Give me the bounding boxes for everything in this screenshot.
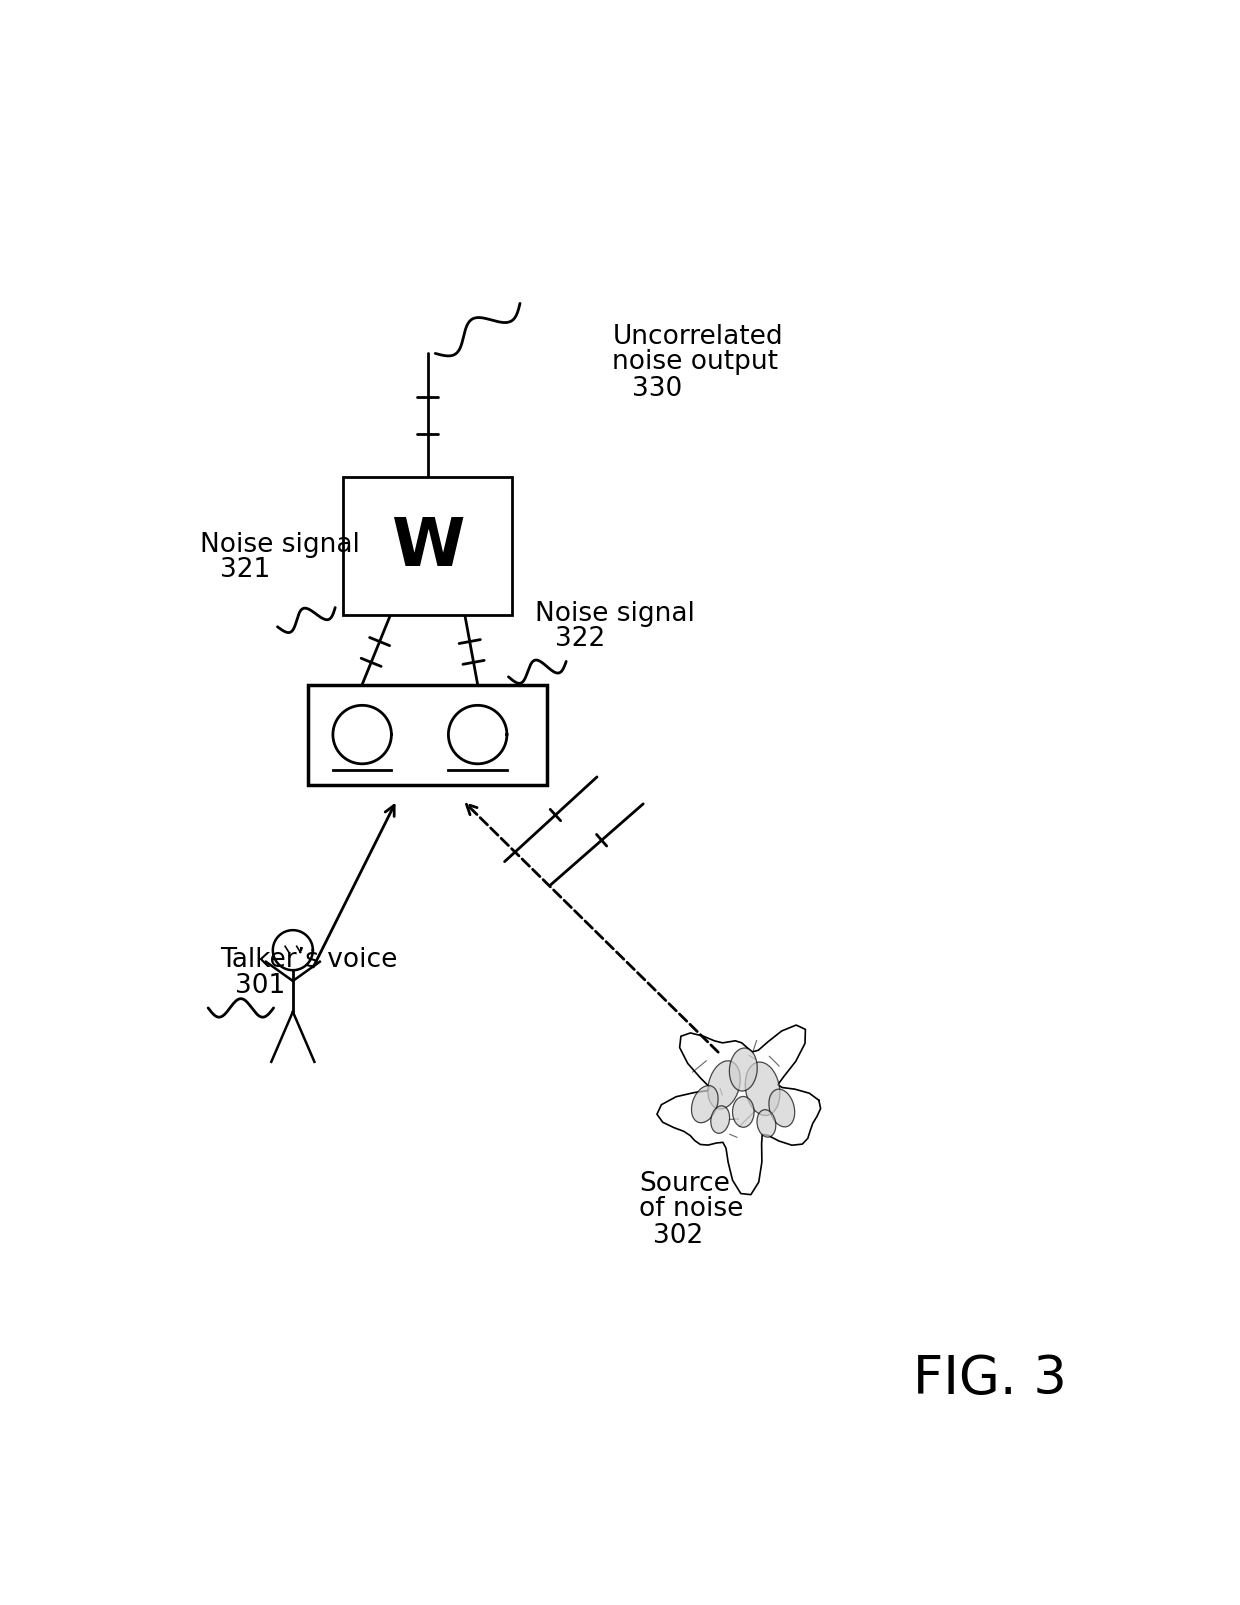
Text: 330: 330: [631, 376, 682, 401]
Ellipse shape: [756, 1111, 776, 1138]
Text: 302: 302: [653, 1223, 703, 1249]
Text: 321: 321: [219, 557, 270, 583]
Text: of noise: of noise: [640, 1196, 744, 1221]
Text: Noise signal: Noise signal: [201, 531, 361, 557]
Ellipse shape: [692, 1087, 718, 1124]
Text: FIG. 3: FIG. 3: [913, 1351, 1066, 1404]
Text: 322: 322: [554, 626, 605, 652]
Ellipse shape: [733, 1096, 754, 1128]
Text: Noise signal: Noise signal: [536, 600, 696, 626]
Ellipse shape: [708, 1061, 740, 1109]
Text: noise output: noise output: [613, 348, 779, 376]
Ellipse shape: [711, 1106, 729, 1133]
Ellipse shape: [745, 1063, 780, 1115]
Text: W: W: [391, 514, 464, 579]
Bar: [343, 477, 512, 616]
Text: Talker’s voice: Talker’s voice: [219, 947, 397, 973]
Text: Uncorrelated: Uncorrelated: [613, 324, 782, 350]
Bar: [309, 685, 547, 785]
Ellipse shape: [769, 1090, 795, 1127]
Text: Source: Source: [640, 1170, 730, 1196]
Ellipse shape: [729, 1048, 758, 1091]
Text: 301: 301: [236, 973, 285, 998]
